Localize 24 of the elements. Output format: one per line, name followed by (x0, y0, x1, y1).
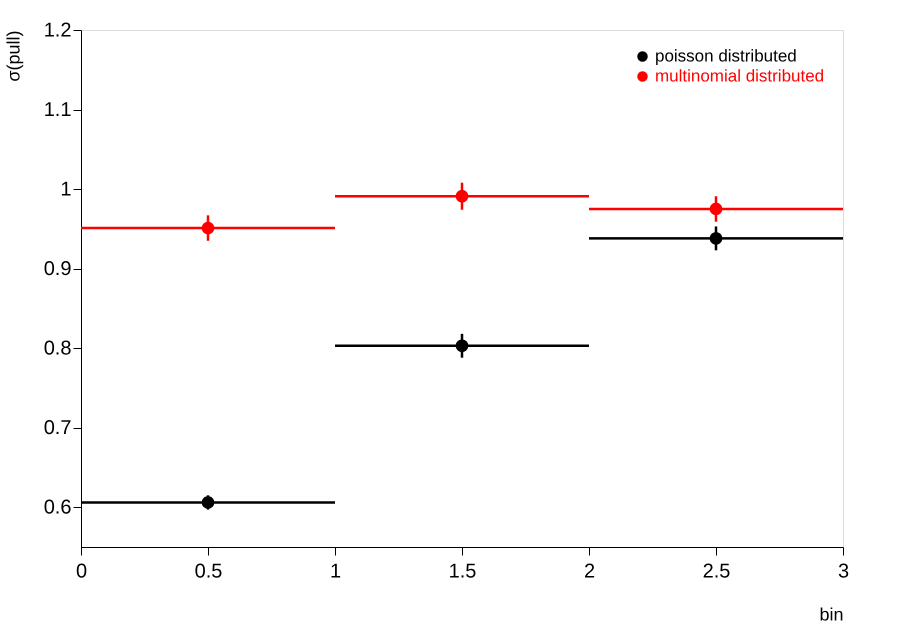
x-tick-label: 3 (838, 560, 850, 582)
x-axis-title: bin (819, 604, 844, 624)
point (456, 190, 468, 203)
x-tick-label: 2 (584, 560, 596, 582)
point (710, 202, 722, 216)
x-tick-label: 1.5 (448, 560, 476, 582)
y-tick-label: 1.2 (44, 20, 72, 42)
x-tick-label: 0 (76, 560, 88, 582)
x-tick-label: 0.5 (194, 560, 222, 582)
point (456, 339, 468, 352)
y-axis-title: σ(pull) (4, 30, 24, 82)
y-tick-label: 0.7 (44, 417, 72, 440)
x-tick-label: 2.5 (702, 560, 730, 582)
point (710, 232, 722, 245)
y-tick-label: 0.6 (44, 496, 72, 519)
point (202, 496, 214, 509)
legend-label: multinomial distributed (655, 66, 824, 86)
y-tick-label: 1.1 (44, 99, 72, 122)
y-tick-label: 0.9 (44, 258, 72, 280)
y-tick-label: 0.8 (44, 338, 72, 360)
x-tick-label: 1 (330, 560, 342, 582)
y-tick-label: 1 (60, 178, 72, 201)
point (202, 222, 214, 234)
legend-label: poisson distributed (655, 46, 797, 66)
